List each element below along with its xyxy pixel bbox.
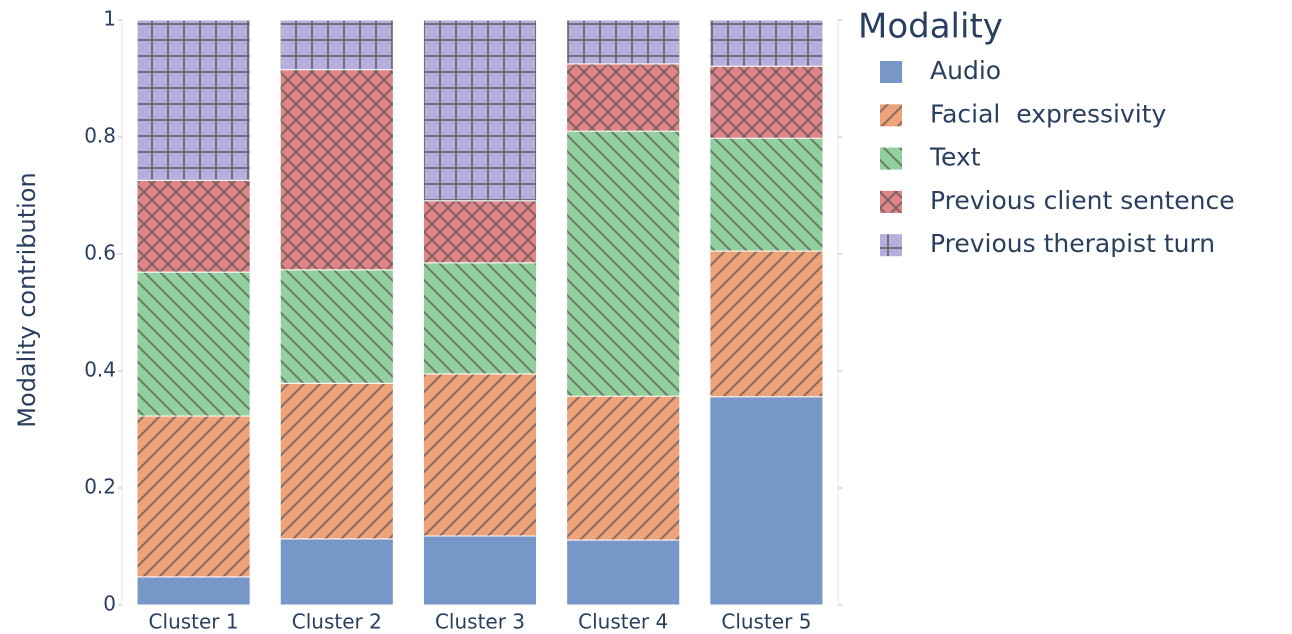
legend-swatch	[880, 190, 902, 213]
bar-segment	[566, 539, 681, 606]
bar-segment	[136, 19, 251, 181]
y-tick-label: 0.8	[84, 124, 116, 148]
y-tick-label: 1	[103, 7, 116, 31]
legend-label: Facial expressivity	[930, 99, 1167, 128]
x-tick-label: Cluster 4	[578, 610, 668, 634]
bar-segment	[136, 179, 251, 273]
x-tick-label: Cluster 2	[292, 610, 382, 634]
bar-segment	[422, 373, 538, 537]
bar-segment	[422, 262, 538, 375]
bar-segment	[566, 63, 681, 132]
legend-swatch	[880, 147, 902, 170]
legend-swatch	[880, 104, 902, 127]
bar-segment	[279, 19, 394, 71]
legend-title: Modality	[858, 7, 1003, 47]
legend-label: Text	[929, 143, 981, 172]
y-tick-label: 0	[103, 592, 116, 616]
bar-segment	[279, 69, 394, 271]
legend-swatch	[880, 61, 902, 83]
bar-segment	[136, 271, 251, 417]
y-tick-label: 0.6	[84, 241, 116, 265]
bar-segment	[709, 137, 824, 252]
bar-segment	[566, 19, 681, 65]
bar-segment	[136, 415, 251, 578]
bar-segment	[566, 395, 681, 541]
bar-segment	[709, 250, 824, 398]
bar-segment	[709, 65, 824, 139]
legend-label: Previous therapist turn	[930, 229, 1215, 258]
bar-segment	[279, 269, 394, 384]
bar-segment	[422, 19, 538, 202]
x-tick-label: Cluster 5	[721, 610, 811, 634]
bar-segment	[422, 200, 538, 264]
y-tick-label: 0.2	[84, 475, 116, 499]
bar-segment	[136, 576, 251, 606]
x-tick-label: Cluster 3	[435, 610, 525, 634]
y-axis-label: Modality contribution	[13, 172, 41, 427]
x-tick-label: Cluster 1	[149, 610, 239, 634]
y-tick-label: 0.4	[84, 358, 116, 382]
bar-segment	[566, 130, 681, 397]
legend-label: Audio	[930, 56, 1001, 85]
bar-segment	[279, 382, 394, 540]
bar-segment	[279, 538, 394, 606]
bar-segment	[709, 19, 824, 67]
bar-segment	[422, 535, 538, 606]
legend-swatch	[880, 234, 902, 257]
legend-label: Previous client sentence	[930, 186, 1235, 215]
bar-segment	[709, 396, 824, 606]
